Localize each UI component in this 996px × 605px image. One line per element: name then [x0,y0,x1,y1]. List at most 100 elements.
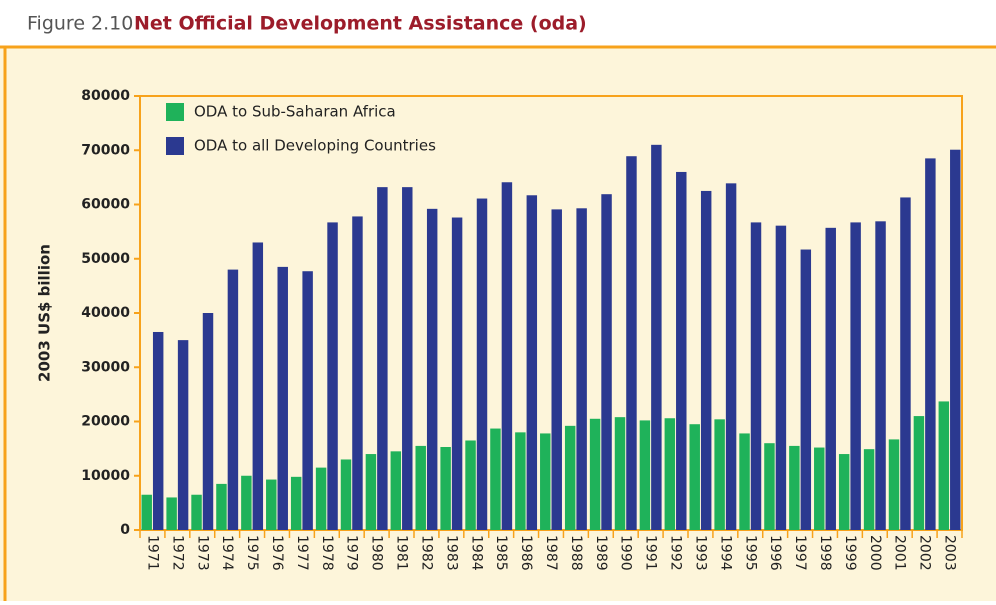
x-tick-label: 2002 [917,535,933,571]
bar [202,313,214,530]
legend-swatch [166,137,184,155]
bar [838,454,850,530]
bar [564,425,576,530]
bar [950,149,961,530]
bar [490,428,501,530]
x-tick-label: 1995 [742,535,758,571]
y-tick-label: 60000 [81,197,130,213]
bar [863,449,875,530]
x-tick-label: 1997 [792,535,808,571]
bar [426,208,438,530]
x-tick-label: 1988 [568,535,584,571]
x-tick-label: 1979 [344,535,360,571]
bar [390,451,402,530]
legend-label: ODA to all Developing Countries [194,137,436,155]
bar [850,222,861,530]
bar [714,419,725,530]
bar [177,340,189,530]
bar [327,222,338,530]
bar [377,187,388,530]
bar [888,439,900,530]
bar [750,222,762,530]
x-tick-label: 1977 [294,535,310,571]
y-tick-label: 40000 [81,305,130,321]
bar [191,494,202,530]
x-tick-label: 1974 [219,535,235,571]
bar [601,194,612,530]
x-tick-label: 2000 [867,535,883,571]
bar [252,242,264,530]
y-tick-label: 70000 [81,142,130,158]
bar [315,467,327,530]
x-tick-label: 1994 [717,535,733,571]
bar [266,479,277,530]
y-tick-label: 0 [120,522,130,538]
bar [900,197,911,530]
x-tick-label: 1976 [269,535,285,571]
x-tick-label: 1998 [817,535,833,571]
bar [689,424,700,530]
bar [639,420,651,530]
x-tick-label: 1972 [169,535,185,571]
x-tick-label: 1982 [418,535,434,571]
y-axis-label: 2003 US$ billion [36,244,54,382]
bar [526,195,538,530]
bar [814,447,825,530]
bar [302,271,313,530]
x-tick-label: 2003 [942,535,958,571]
bar [626,156,637,530]
bar [576,208,587,531]
bar [501,182,513,530]
x-tick-label: 1973 [194,535,210,571]
bar [651,144,662,530]
y-tick-label: 80000 [81,88,130,104]
bar [800,249,812,530]
bar [166,497,177,530]
bar [925,158,936,530]
bar [825,227,836,530]
x-tick-label: 1971 [144,535,160,571]
bar [875,221,886,530]
x-tick-label: 1980 [369,535,385,571]
x-tick-label: 1993 [692,535,708,571]
bar [764,443,775,530]
y-tick-label: 30000 [81,359,130,375]
figure-label: Figure 2.10 [27,13,133,35]
bar [365,454,377,530]
bar [540,433,551,530]
bar [614,417,626,530]
bar [775,225,787,530]
x-tick-label: 1984 [468,535,484,571]
bar [227,269,239,530]
bar [352,216,363,530]
x-tick-label: 1975 [244,535,260,571]
x-tick-label: 1985 [493,535,509,571]
x-tick-label: 1992 [668,535,684,571]
x-tick-label: 1981 [394,535,410,571]
bar [141,494,152,530]
bar [340,459,352,530]
bar [290,476,302,530]
bar [913,416,925,530]
legend-label: ODA to Sub-Saharan Africa [194,103,396,121]
x-tick-label: 1983 [443,535,459,571]
bar [589,418,601,530]
bar [152,331,164,530]
x-tick-label: 1987 [543,535,559,571]
bar [402,187,413,530]
bar [551,209,562,530]
chart-title: Net Official Development Assistance (oda… [134,13,587,35]
bar [739,433,750,530]
bar [415,445,426,530]
y-tick-label: 50000 [81,251,130,267]
x-tick-label: 1999 [842,535,858,571]
x-tick-label: 2001 [892,535,908,571]
bar [440,446,451,530]
x-tick-label: 1991 [643,535,659,571]
bar [216,483,227,530]
bar [465,440,476,530]
x-tick-label: 1978 [319,535,335,571]
bar [938,401,950,530]
bar [241,475,252,530]
